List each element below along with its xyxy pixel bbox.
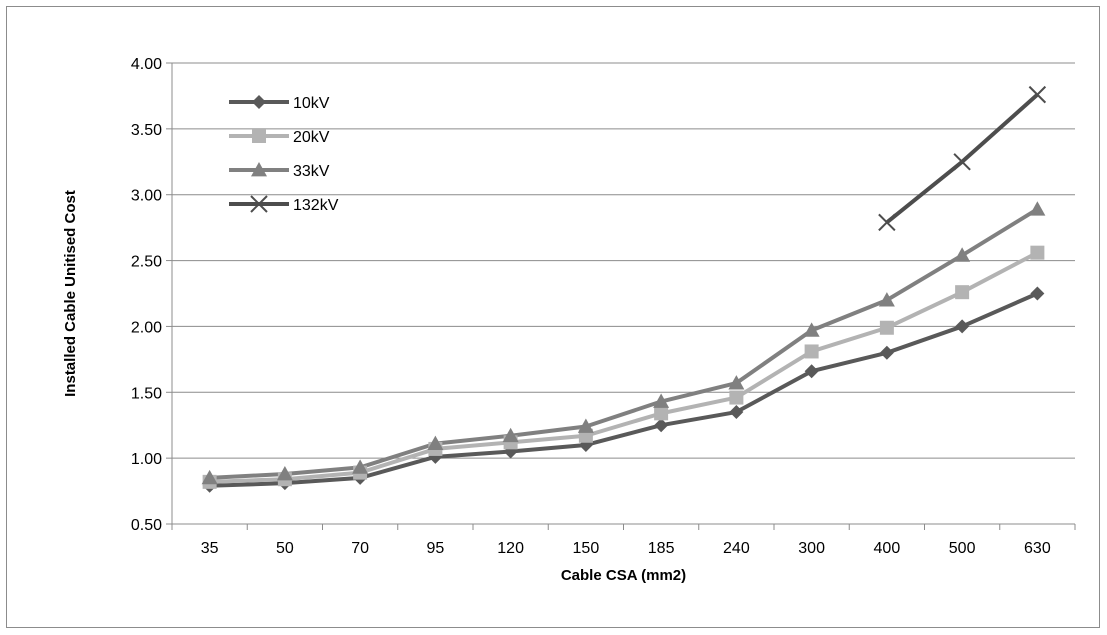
- x-tick-label: 500: [949, 540, 976, 557]
- data-point-10kV: [879, 345, 894, 360]
- legend-label-33kV: 33kV: [293, 163, 330, 180]
- y-tick-label: 4.00: [131, 56, 162, 73]
- y-tick-label: 3.50: [131, 122, 162, 139]
- x-tick-label: 35: [201, 540, 219, 557]
- y-tick-label: 1.50: [131, 385, 162, 402]
- axes: 0.50 1.00 1.50 2.00 2.50 3.00 3.50 4.00 35 50 70 95…: [131, 56, 1076, 557]
- legend-marker-10kV: [252, 95, 266, 109]
- series-line-10kV: [209, 291, 1039, 488]
- data-point-20kV: [729, 390, 744, 405]
- legend-marker-132kV-stroke: [250, 195, 268, 213]
- data-point-132kV: [1028, 85, 1047, 104]
- x-tick-label: 185: [648, 540, 675, 557]
- data-point-33kV: [803, 322, 820, 337]
- data-point-33kV: [954, 247, 971, 262]
- data-point-132kV: [878, 213, 896, 232]
- gridlines: [172, 62, 1075, 525]
- chart-frame: 0.50 1.00 1.50 2.00 2.50 3.00 3.50 4.00 35 50 70 95…: [6, 6, 1100, 628]
- data-point-132kV: [953, 153, 971, 171]
- x-tick-label: 150: [573, 540, 600, 557]
- series-lines: [209, 93, 1039, 488]
- legend-marker-132kV: [250, 195, 268, 213]
- data-point-33kV: [201, 469, 218, 485]
- x-tick-label: 240: [723, 540, 750, 557]
- x-tick-label: 50: [276, 540, 294, 557]
- data-point-10kV: [654, 418, 669, 433]
- series-line-33kV: [209, 207, 1039, 480]
- data-point-33kV: [427, 435, 444, 451]
- data-point-33kV: [1029, 201, 1046, 216]
- data-point-132kV-stroke: [1028, 85, 1047, 104]
- data-point-20kV: [955, 285, 970, 300]
- y-tick-label: 3.00: [131, 188, 162, 205]
- data-point-10kV: [955, 319, 970, 334]
- y-tick-label: 2.50: [131, 254, 162, 271]
- data-point-20kV: [1030, 245, 1045, 260]
- data-point-33kV: [577, 418, 594, 433]
- y-tick-label: 1.00: [131, 451, 162, 468]
- data-point-33kV: [276, 465, 293, 481]
- y-tick-label: 0.50: [131, 517, 162, 534]
- series-line-20kV: [209, 250, 1039, 484]
- data-point-132kV-stroke: [953, 153, 971, 171]
- data-point-33kV: [728, 375, 745, 390]
- data-point-33kV: [502, 427, 519, 443]
- x-tick-label: 300: [798, 540, 825, 557]
- data-point-10kV: [804, 364, 819, 379]
- data-point-33kV: [653, 393, 670, 408]
- legend-label-10kV: 10kV: [293, 95, 330, 112]
- data-point-132kV-stroke: [878, 213, 896, 232]
- x-axis-title: Cable CSA (mm2): [561, 567, 686, 584]
- data-point-10kV: [1030, 286, 1045, 301]
- x-tick-label: 630: [1024, 540, 1051, 557]
- legend-marker-33kV: [251, 162, 267, 177]
- line-chart: 0.50 1.00 1.50 2.00 2.50 3.00 3.50 4.00 35 50 70 95…: [62, 56, 1076, 584]
- x-tick-label: 400: [874, 540, 901, 557]
- x-tick-label: 95: [426, 540, 444, 557]
- x-tick-label: 120: [497, 540, 524, 557]
- data-point-33kV: [878, 292, 895, 307]
- legend: 10kV 20kV 33kV 132kV: [229, 95, 339, 214]
- x-tick-label: 70: [351, 540, 369, 557]
- data-point-20kV: [654, 406, 669, 421]
- legend-label-20kV: 20kV: [293, 129, 330, 146]
- y-axis-title: Installed Cable Unitised Cost: [62, 190, 79, 397]
- series-markers: [201, 85, 1047, 493]
- y-tick-label: 2.00: [131, 319, 162, 336]
- data-point-33kV: [352, 459, 369, 474]
- data-point-10kV: [729, 405, 744, 420]
- legend-label-132kV: 132kV: [293, 197, 339, 214]
- legend-marker-20kV: [252, 129, 266, 143]
- data-point-20kV: [804, 344, 819, 359]
- series-line-132kV: [885, 93, 1039, 224]
- data-point-20kV: [879, 320, 894, 335]
